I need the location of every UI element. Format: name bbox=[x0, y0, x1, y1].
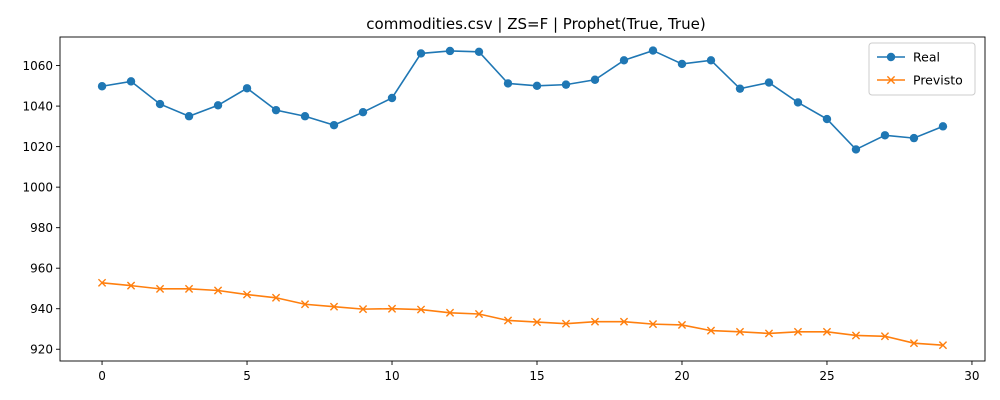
data-point bbox=[880, 131, 890, 140]
legend-marker bbox=[886, 52, 896, 62]
plot-area bbox=[97, 46, 948, 350]
data-point bbox=[474, 309, 484, 319]
data-point bbox=[416, 49, 426, 58]
data-point bbox=[155, 284, 165, 293]
data-point bbox=[184, 112, 194, 121]
data-point bbox=[532, 81, 542, 91]
data-point bbox=[387, 93, 397, 103]
data-point bbox=[677, 320, 687, 330]
data-point bbox=[184, 284, 194, 293]
x-tick-label: 25 bbox=[819, 369, 834, 383]
x-tick-label: 15 bbox=[529, 369, 544, 383]
data-point bbox=[590, 75, 600, 84]
y-tick-label: 920 bbox=[30, 342, 53, 356]
data-point bbox=[503, 79, 513, 88]
y-tick-label: 1000 bbox=[22, 180, 53, 194]
data-point bbox=[648, 320, 658, 329]
data-point bbox=[938, 341, 948, 350]
x-tick-label: 5 bbox=[243, 369, 251, 383]
legend-item-real: Real bbox=[877, 50, 940, 65]
x-tick-label: 30 bbox=[964, 369, 979, 383]
data-point bbox=[909, 133, 919, 143]
plot-frame bbox=[59, 36, 986, 362]
data-point bbox=[561, 319, 571, 328]
legend-marker bbox=[886, 75, 896, 85]
y-tick-label: 940 bbox=[30, 302, 53, 316]
x-tick-label: 20 bbox=[674, 369, 689, 383]
data-point bbox=[126, 77, 136, 86]
data-point bbox=[793, 98, 803, 107]
legend-box bbox=[868, 42, 976, 96]
data-point bbox=[271, 105, 281, 115]
data-point bbox=[97, 82, 107, 91]
data-point bbox=[706, 326, 716, 335]
data-point bbox=[503, 316, 513, 325]
data-point bbox=[358, 305, 368, 314]
data-point bbox=[242, 290, 252, 299]
x-tick-label: 10 bbox=[384, 369, 399, 383]
data-point bbox=[851, 331, 861, 340]
data-point bbox=[387, 304, 397, 313]
data-point bbox=[561, 80, 571, 89]
data-point bbox=[213, 286, 223, 295]
data-point bbox=[126, 281, 136, 290]
data-point bbox=[793, 327, 803, 336]
data-point bbox=[648, 46, 658, 55]
data-point bbox=[213, 101, 223, 110]
data-point bbox=[97, 278, 107, 287]
data-point bbox=[445, 308, 455, 317]
data-point bbox=[851, 145, 861, 154]
data-point bbox=[822, 114, 832, 124]
chart-title: commodities.csv | ZS=F | Prophet(True, T… bbox=[366, 15, 705, 33]
data-point bbox=[619, 56, 629, 65]
y-tick-label: 980 bbox=[30, 221, 53, 235]
data-point bbox=[329, 302, 339, 311]
data-point bbox=[764, 329, 774, 338]
data-point bbox=[938, 122, 948, 131]
data-point bbox=[474, 47, 484, 56]
data-point bbox=[677, 59, 687, 69]
y-tick-label: 960 bbox=[30, 261, 53, 275]
series-line bbox=[101, 49, 944, 151]
series-real bbox=[97, 46, 948, 154]
legend-item-previsto: Previsto bbox=[877, 73, 963, 88]
data-point bbox=[242, 84, 252, 93]
data-point bbox=[619, 317, 629, 326]
y-axis: 920 940 960 980 1000 1020 1040 1060 bbox=[22, 59, 60, 356]
data-point bbox=[909, 339, 919, 348]
data-point bbox=[300, 112, 310, 121]
data-point bbox=[735, 327, 745, 336]
legend-label: Previsto bbox=[913, 73, 963, 88]
data-point bbox=[735, 84, 745, 93]
data-point bbox=[880, 332, 890, 341]
data-point bbox=[358, 107, 368, 117]
data-point bbox=[271, 293, 281, 302]
data-point bbox=[706, 56, 716, 65]
data-point bbox=[155, 99, 165, 109]
y-tick-label: 1060 bbox=[22, 59, 53, 73]
x-tick-label: 0 bbox=[98, 369, 106, 383]
data-point bbox=[764, 78, 774, 87]
legend: Real Previsto bbox=[868, 42, 976, 96]
y-tick-label: 1040 bbox=[22, 99, 53, 113]
data-point bbox=[445, 46, 455, 56]
x-axis: 0 5 10 15 20 25 30 bbox=[98, 361, 980, 383]
axes: 0 5 10 15 20 25 30 920 940 960 980 1000 1020 1040 1060 bbox=[22, 36, 986, 383]
data-point bbox=[822, 327, 832, 336]
data-point bbox=[590, 317, 600, 326]
data-point bbox=[329, 120, 339, 130]
data-point bbox=[300, 300, 310, 309]
series-line bbox=[101, 281, 944, 346]
data-point bbox=[532, 318, 542, 327]
legend-label: Real bbox=[913, 50, 940, 65]
y-tick-label: 1020 bbox=[22, 140, 53, 154]
data-point bbox=[416, 305, 426, 314]
series-previsto bbox=[97, 278, 948, 350]
